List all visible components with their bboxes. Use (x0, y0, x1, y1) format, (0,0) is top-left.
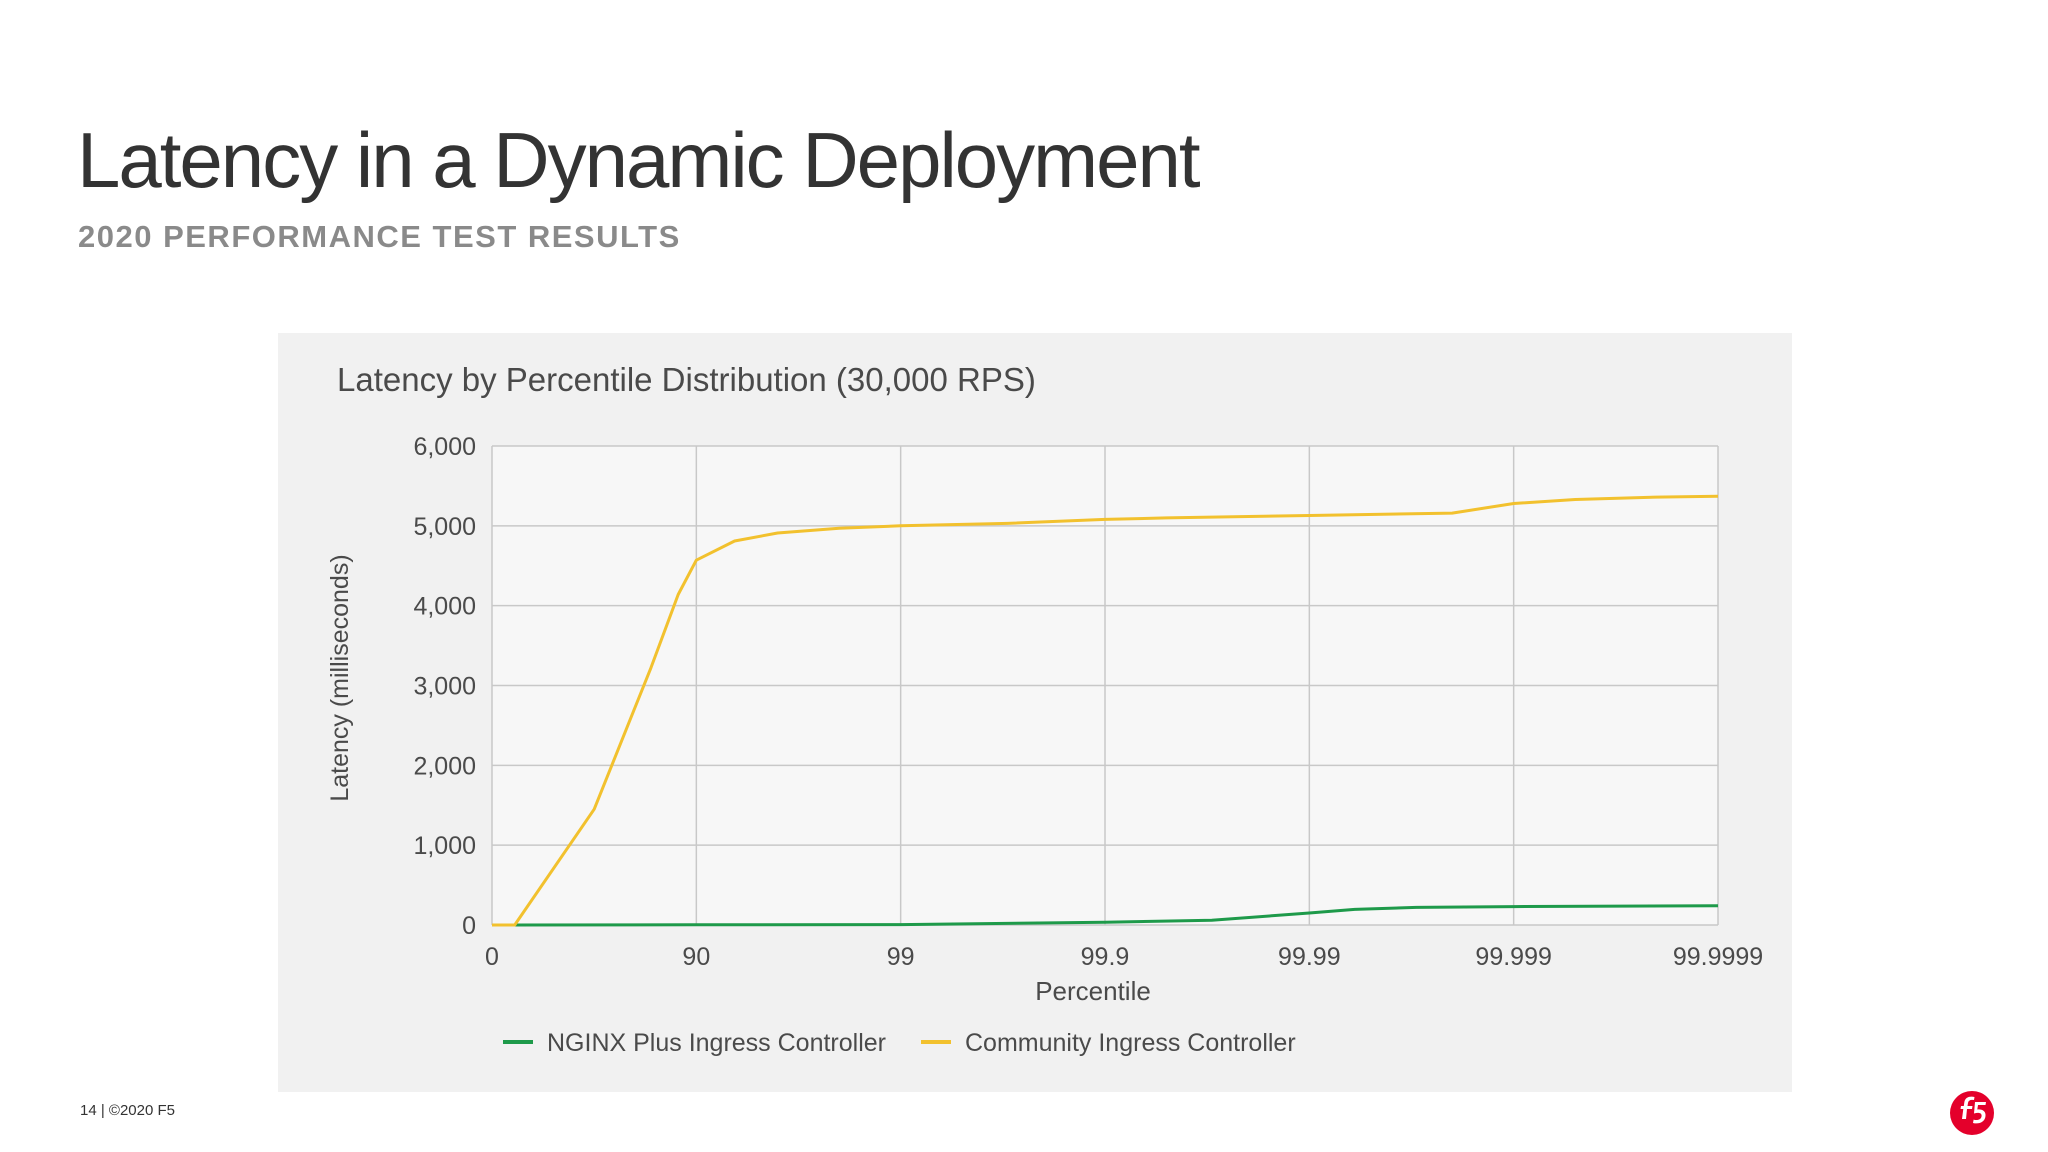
legend-label-nginx: NGINX Plus Ingress Controller (547, 1029, 886, 1057)
series-line-community (492, 494, 1719, 927)
chart-ticks: 0 1,000 2,000 3,000 4,000 5,000 6,000 0 90 99 99.9… (413, 433, 1763, 971)
y-tick-label: 2,000 (413, 752, 476, 780)
x-tick-label: 99.9999 (1673, 943, 1763, 971)
x-tick-label: 90 (682, 943, 710, 971)
f5-logo-icon (1950, 1091, 1994, 1135)
chart-title: Latency by Percentile Distribution (30,0… (337, 361, 1036, 398)
y-tick-label: 1,000 (413, 832, 476, 860)
y-tick-label: 6,000 (413, 433, 476, 461)
x-tick-label: 99.999 (1475, 943, 1551, 971)
series-line-nginx (491, 904, 1719, 927)
x-tick-label: 99.99 (1278, 943, 1341, 971)
page-title: Latency in a Dynamic Deployment (77, 116, 1201, 204)
chart-grid (491, 445, 1719, 926)
x-tick-label: 99.9 (1081, 943, 1130, 971)
page-subtitle: 2020 PERFORMANCE TEST RESULTS (78, 219, 681, 254)
chart-panel: Latency by Percentile Distribution (30,0… (278, 333, 1792, 1092)
chart-series (491, 494, 1719, 927)
legend-label-community: Community Ingress Controller (965, 1029, 1296, 1057)
x-tick-label: 99 (887, 943, 915, 971)
y-tick-label: 0 (462, 912, 476, 940)
chart-legend: NGINX Plus Ingress Controller Community I… (503, 1029, 1296, 1057)
x-axis-label: Percentile (1035, 976, 1151, 1006)
footer-page-number: 14 | ©2020 F5 (80, 1102, 176, 1119)
y-tick-label: 3,000 (413, 673, 476, 701)
y-tick-label: 5,000 (413, 513, 476, 541)
latency-chart: Latency by Percentile Distribution (30,0… (326, 361, 1763, 1057)
y-axis-label: Latency (milliseconds) (326, 554, 354, 801)
x-tick-label: 0 (485, 943, 499, 971)
y-tick-label: 4,000 (413, 593, 476, 621)
